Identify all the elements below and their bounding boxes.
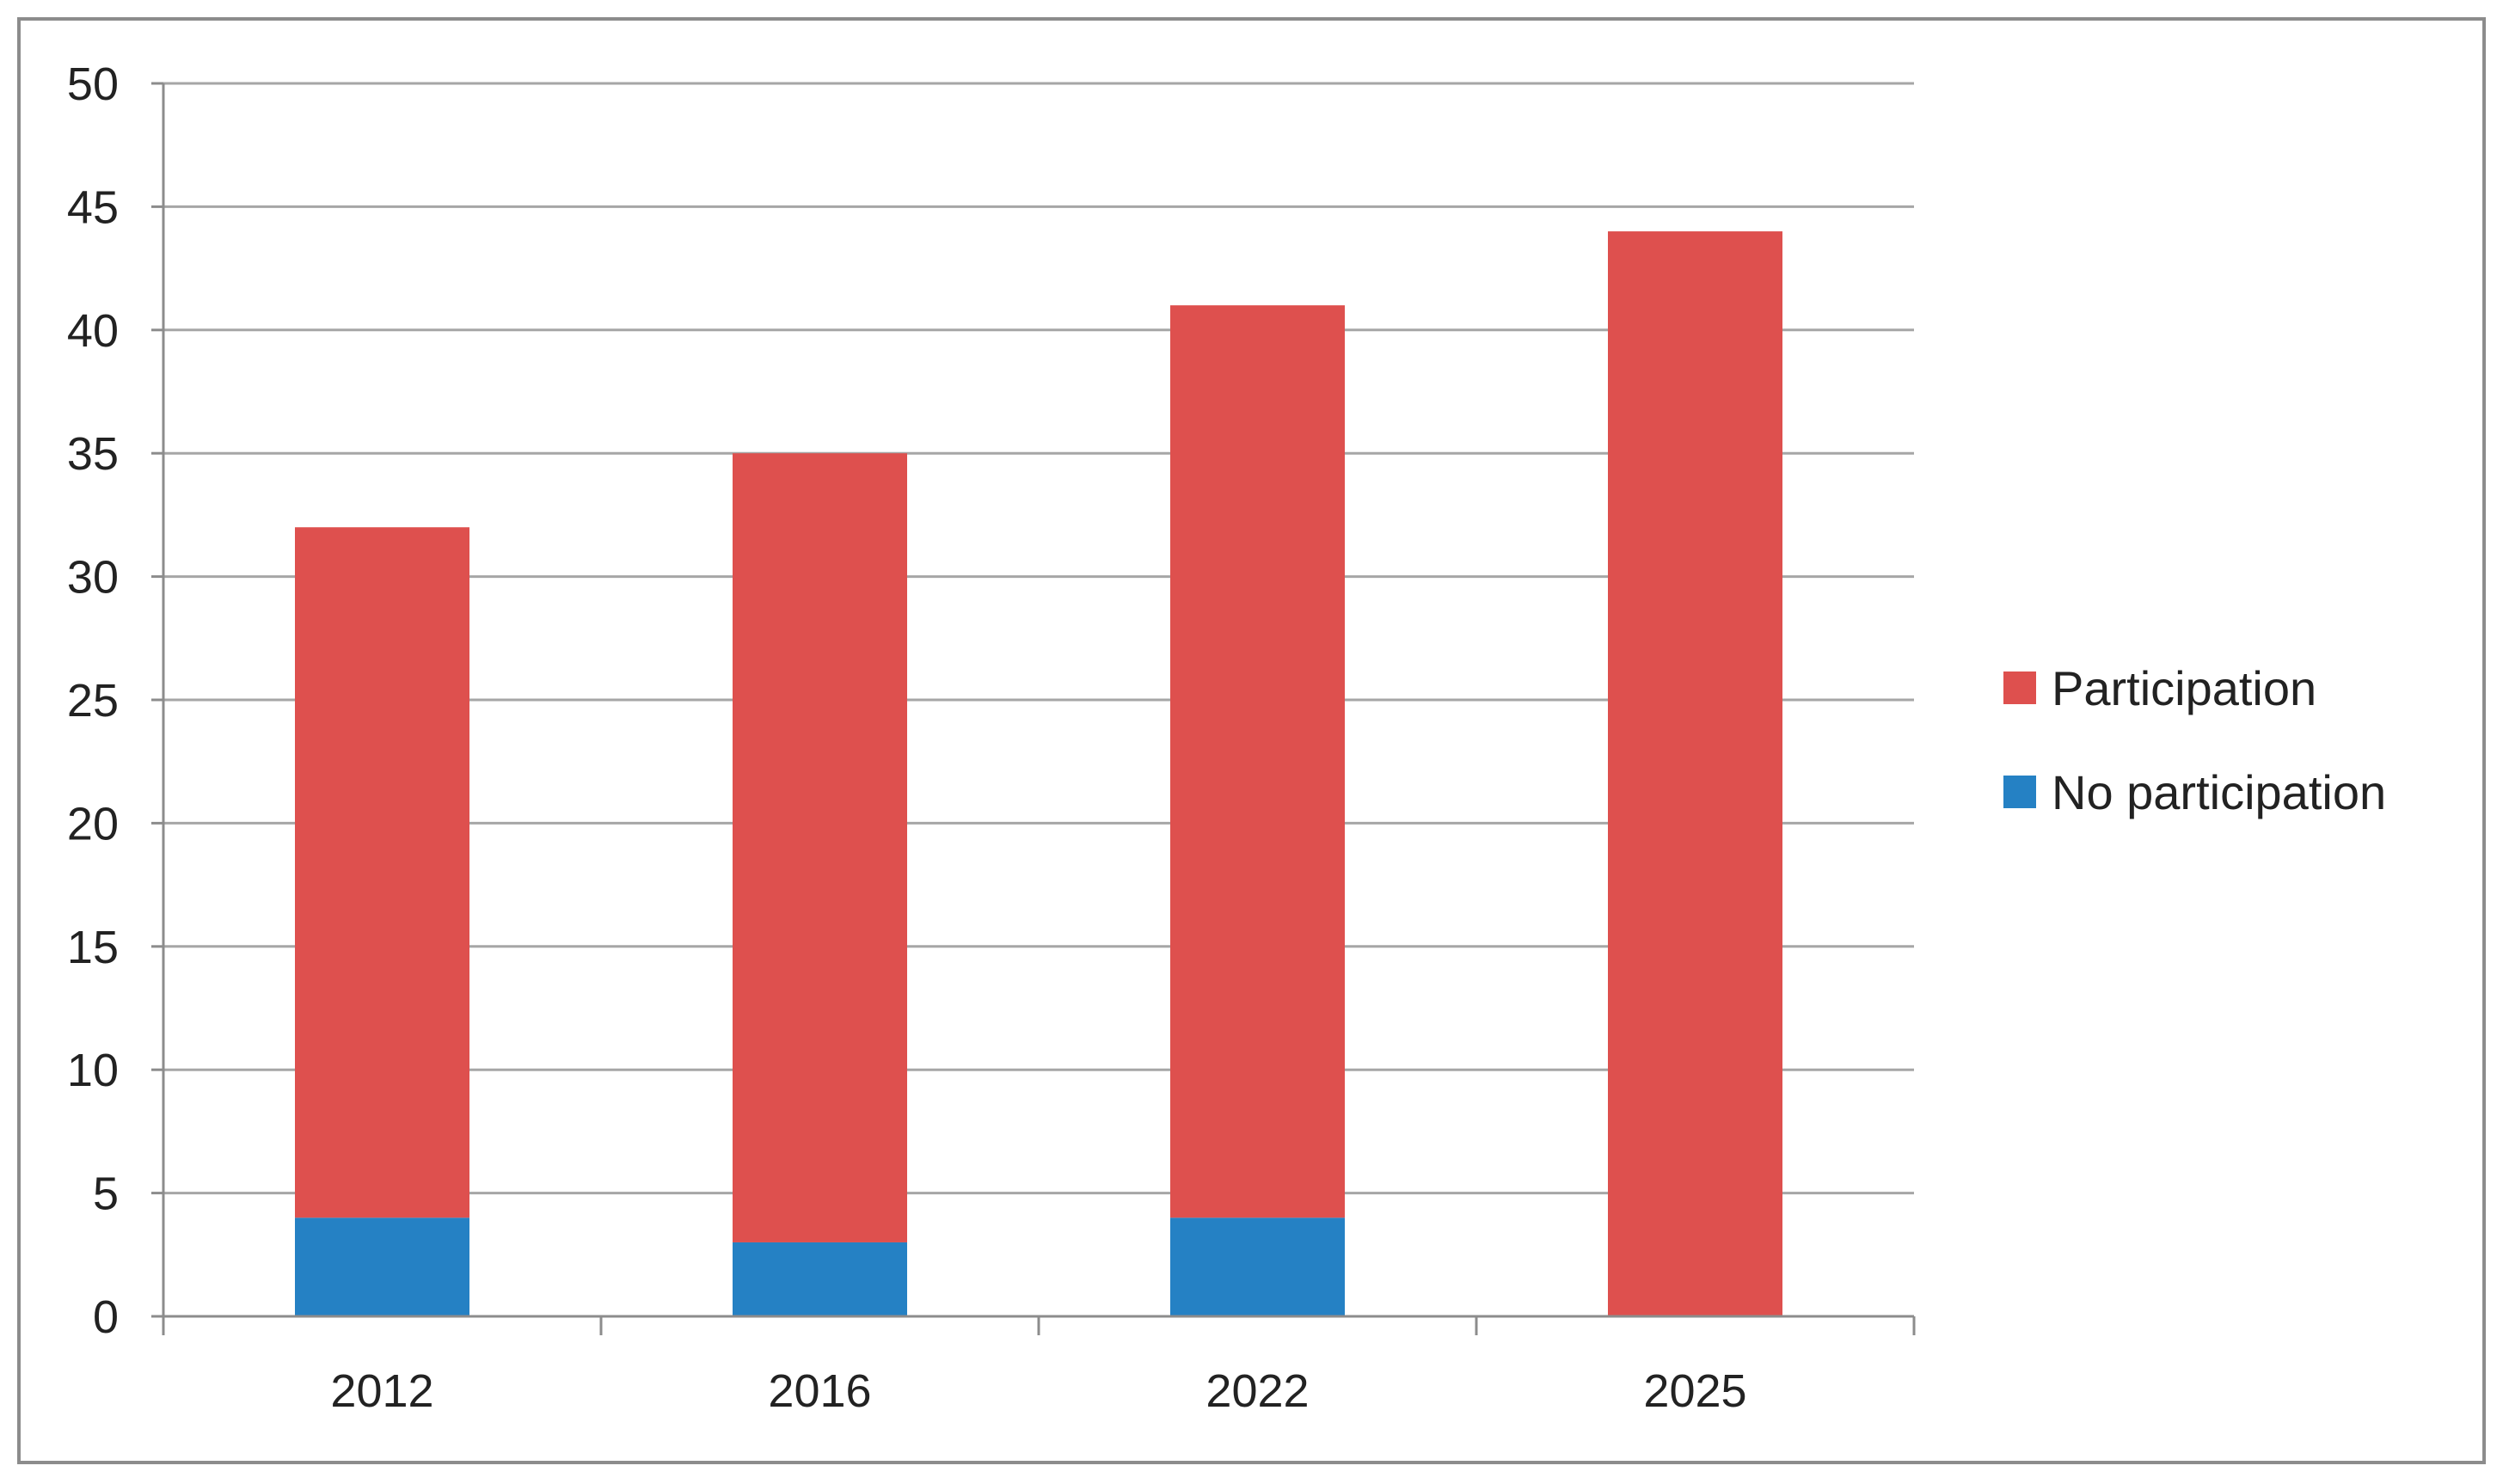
bar-participation-2016 [733,453,907,1242]
y-tick-label: 20 [67,798,119,849]
bar-no-participation-2016 [733,1242,907,1316]
bar-no-participation-2022 [1170,1217,1345,1316]
axes [151,82,1916,1335]
y-tick-label: 45 [67,181,119,233]
y-tick-label: 30 [67,552,119,604]
legend-label-no-participation: No participation [2052,765,2386,819]
y-tick-label: 40 [67,305,119,357]
legend-label-participation: Participation [2052,661,2316,715]
x-axis-tick-labels: 2012 2016 2022 2025 [330,1365,1746,1417]
y-tick-label: 25 [67,675,119,727]
y-tick-label: 15 [67,922,119,973]
y-tick-label: 5 [93,1168,119,1220]
legend-swatch-participation [2003,671,2036,704]
y-tick-label: 50 [67,58,119,110]
x-tick-label: 2022 [1205,1365,1309,1417]
x-tick-label: 2025 [1643,1365,1746,1417]
y-tick-label: 35 [67,428,119,480]
bars [295,231,1782,1317]
y-tick-label: 10 [67,1045,119,1096]
legend-swatch-no-participation [2003,776,2036,808]
x-tick-label: 2012 [330,1365,433,1417]
bar-participation-2025 [1608,231,1782,1317]
x-tick-label: 2016 [768,1365,871,1417]
bar-no-participation-2012 [295,1217,469,1316]
y-tick-label: 0 [93,1291,119,1343]
y-axis-tick-labels: 0 5 10 15 20 25 30 35 40 45 50 [67,58,119,1343]
legend: Participation No participation [2003,661,2386,819]
bar-participation-2022 [1170,305,1345,1218]
bar-participation-2012 [295,527,469,1218]
